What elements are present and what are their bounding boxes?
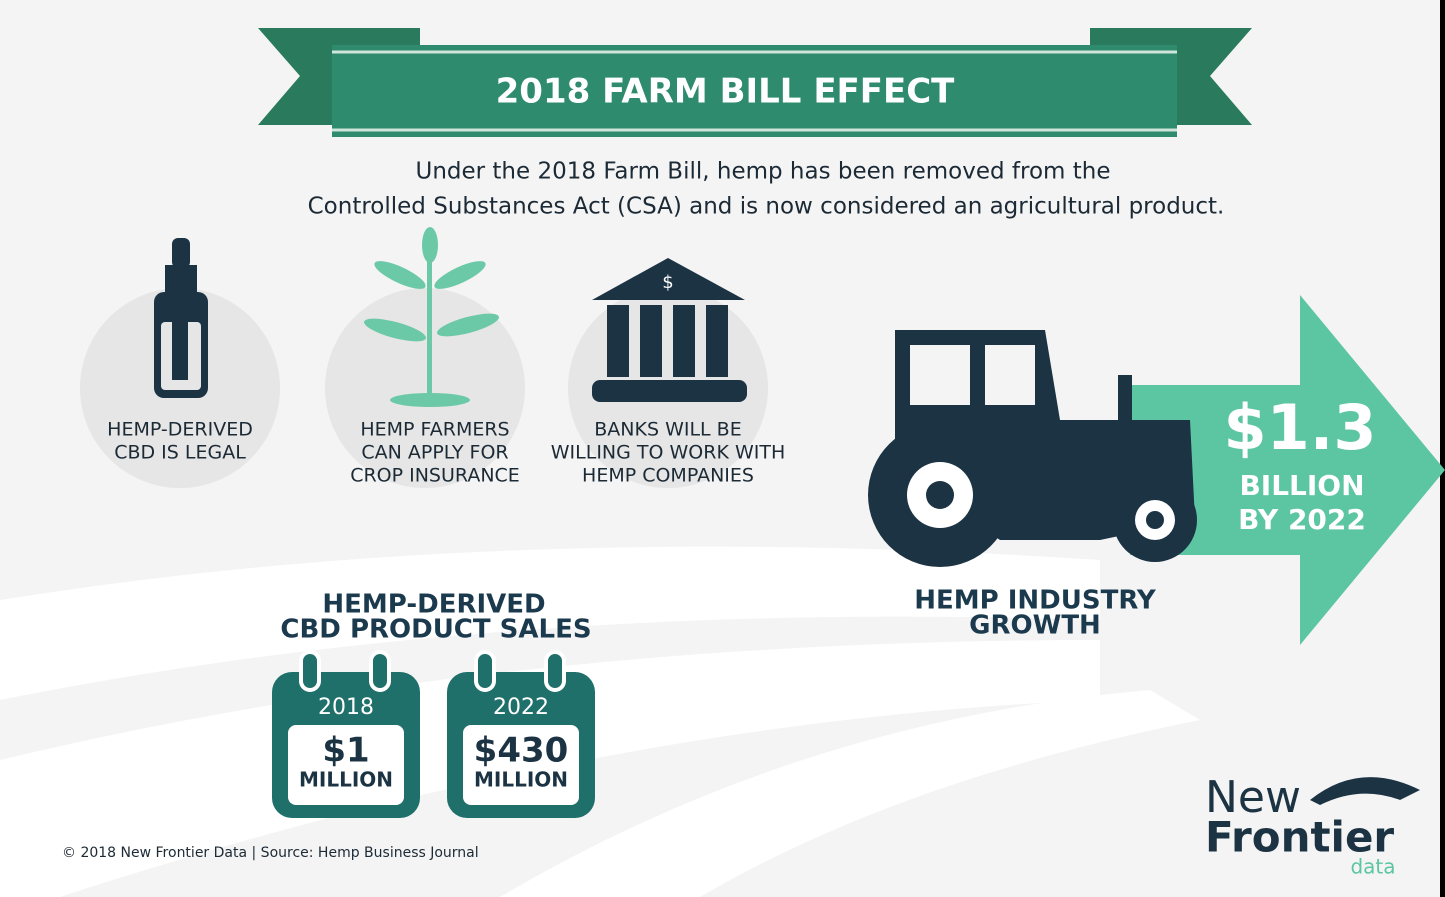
- calendar-year: 2022: [493, 695, 549, 720]
- calendar-ring: [301, 652, 319, 690]
- growth-label: GROWTH: [969, 611, 1101, 641]
- infographic: 2018 FARM BILL EFFECT Under the 2018 Far…: [0, 0, 1445, 897]
- calendar-year: 2018: [318, 695, 374, 720]
- calendar-ring: [476, 652, 494, 690]
- title: 2018 FARM BILL EFFECT: [496, 72, 956, 112]
- effect-label: CAN APPLY FOR: [361, 442, 508, 464]
- svg-text:$: $: [662, 272, 673, 293]
- effect-label: HEMP-DERIVED: [107, 419, 253, 441]
- effect-label: CBD IS LEGAL: [114, 442, 246, 464]
- calendar-unit: MILLION: [299, 768, 393, 792]
- footer: © 2018 New Frontier Data | Source: Hemp …: [62, 845, 479, 861]
- logo-data: data: [1350, 855, 1395, 879]
- effect-label: HEMP COMPANIES: [582, 465, 754, 487]
- sales-title: CBD PRODUCT SALES: [280, 615, 591, 645]
- effect-label: BANKS WILL BE: [594, 419, 741, 441]
- effect-label: CROP INSURANCE: [350, 465, 520, 487]
- growth-year: BY 2022: [1238, 503, 1366, 536]
- intro-line: Controlled Substances Act (CSA) and is n…: [308, 194, 1225, 220]
- effect-label: HEMP FARMERS: [360, 419, 509, 441]
- growth-unit: BILLION: [1239, 469, 1364, 502]
- effect-label: WILLING TO WORK WITH: [551, 442, 785, 464]
- intro-line: Under the 2018 Farm Bill, hemp has been …: [415, 159, 1110, 185]
- calendar-amount: $1: [322, 731, 369, 771]
- calendar-unit: MILLION: [474, 768, 568, 792]
- growth-value: $1.3: [1224, 391, 1377, 464]
- calendar-ring: [371, 652, 389, 690]
- calendar-amount: $430: [474, 731, 569, 771]
- calendar-ring: [546, 652, 564, 690]
